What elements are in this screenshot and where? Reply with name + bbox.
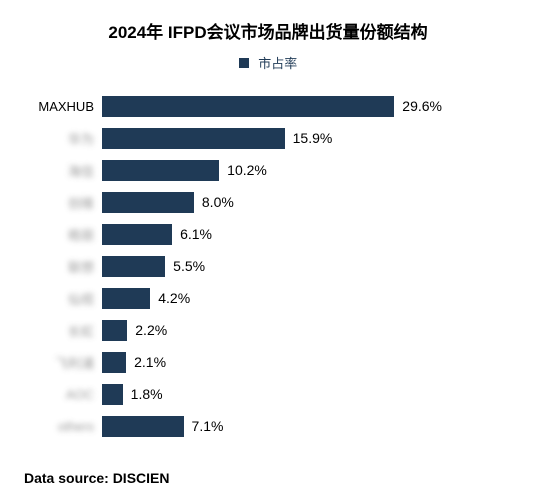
bar-value: 2.1% (134, 354, 166, 370)
bar-value: 8.0% (202, 194, 234, 210)
bar (102, 192, 194, 213)
brand-label: 皓丽 (24, 225, 94, 244)
bar (102, 384, 123, 405)
bar (102, 416, 184, 437)
brand-label: 长虹 (24, 321, 94, 340)
bar (102, 288, 150, 309)
bar-chart: MAXHUB 29.6% 华为 15.9% 海信 10.2% 创维 8.0% 皓丽 6.1% 联想 5… (24, 90, 512, 442)
bar-track: 15.9% (102, 128, 442, 149)
bar (102, 256, 165, 277)
bar-value: 5.5% (173, 258, 205, 274)
chart-row: 皓丽 6.1% (24, 218, 512, 250)
brand-label: 飞利浦 (24, 353, 94, 372)
chart-row: 华为 15.9% (24, 122, 512, 154)
bar-value: 10.2% (227, 162, 267, 178)
bar-track: 2.2% (102, 320, 442, 341)
brand-label: 联想 (24, 257, 94, 276)
bar (102, 96, 394, 117)
bar (102, 128, 285, 149)
bar-track: 5.5% (102, 256, 442, 277)
bar-value: 6.1% (180, 226, 212, 242)
bar-value: 29.6% (402, 98, 442, 114)
bar (102, 320, 127, 341)
legend-label: 市占率 (258, 53, 297, 72)
chart-title: 2024年 IFPD会议市场品牌出货量份额结构 (24, 18, 512, 43)
bar-value: 7.1% (192, 418, 224, 434)
legend: 市占率 (24, 53, 512, 72)
bar-value: 2.2% (135, 322, 167, 338)
chart-row: 仙视 4.2% (24, 282, 512, 314)
chart-row: 创维 8.0% (24, 186, 512, 218)
chart-row: others 7.1% (24, 410, 512, 442)
brand-label: others (24, 419, 94, 434)
bar-track: 29.6% (102, 96, 442, 117)
bar-track: 1.8% (102, 384, 442, 405)
chart-row: 联想 5.5% (24, 250, 512, 282)
chart-row: 海信 10.2% (24, 154, 512, 186)
chart-row: MAXHUB 29.6% (24, 90, 512, 122)
bar-value: 1.8% (131, 386, 163, 402)
chart-row: 飞利浦 2.1% (24, 346, 512, 378)
data-source: Data source: DISCIEN (24, 470, 169, 486)
bar (102, 224, 172, 245)
bar-track: 6.1% (102, 224, 442, 245)
bar (102, 160, 219, 181)
chart-row: AOC 1.8% (24, 378, 512, 410)
bar-track: 4.2% (102, 288, 442, 309)
bar-value: 4.2% (158, 290, 190, 306)
bar-track: 7.1% (102, 416, 442, 437)
brand-label: 创维 (24, 193, 94, 212)
brand-label: 仙视 (24, 289, 94, 308)
legend-swatch (239, 58, 249, 68)
bar-track: 10.2% (102, 160, 442, 181)
bar-track: 8.0% (102, 192, 442, 213)
bar (102, 352, 126, 373)
brand-label: AOC (24, 387, 94, 402)
brand-label: MAXHUB (24, 99, 94, 114)
brand-label: 海信 (24, 161, 94, 180)
bar-track: 2.1% (102, 352, 442, 373)
brand-label: 华为 (24, 129, 94, 148)
chart-row: 长虹 2.2% (24, 314, 512, 346)
bar-value: 15.9% (293, 130, 333, 146)
